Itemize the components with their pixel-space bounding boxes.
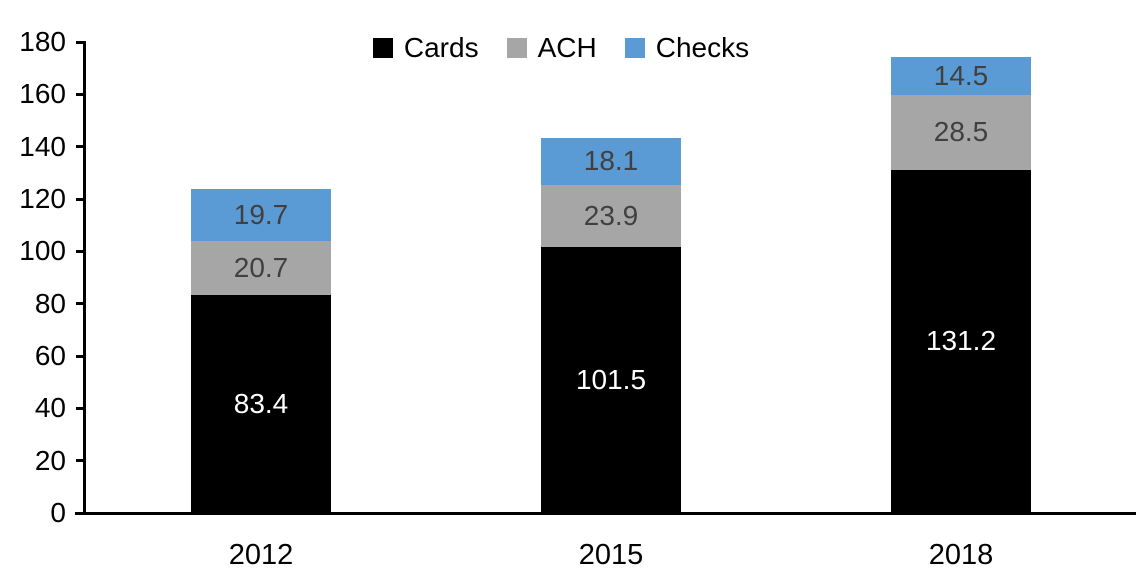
y-axis-tick <box>76 92 86 96</box>
bar-value-label: 19.7 <box>233 198 289 230</box>
y-axis-tick-label: 100 <box>19 235 66 267</box>
bar-segment-cards-2012: 83.4 <box>191 294 331 513</box>
y-axis-tick <box>76 197 86 201</box>
y-axis-tick <box>76 145 86 149</box>
y-axis-tick-label: 140 <box>19 130 66 162</box>
y-axis-tick-label: 20 <box>34 444 66 476</box>
bar-value-label: 23.9 <box>583 200 639 232</box>
y-axis-tick <box>76 249 86 253</box>
legend-swatch-ach <box>506 38 527 58</box>
bar-value-label: 28.5 <box>933 116 989 148</box>
bar-segment-ach-2015: 23.9 <box>541 184 681 248</box>
bar-segment-checks-2018: 14.5 <box>891 57 1031 96</box>
bar-segment-cards-2018: 131.2 <box>891 169 1031 513</box>
bar-value-label: 14.5 <box>933 60 989 92</box>
y-axis-line <box>83 42 86 513</box>
legend-label: ACH <box>537 32 597 63</box>
bar-value-label: 18.1 <box>583 145 639 177</box>
legend-item-ach: ACH <box>506 32 597 63</box>
bar-value-label: 20.7 <box>233 251 289 283</box>
x-axis-label: 2018 <box>928 539 994 571</box>
y-axis-tick <box>76 354 86 358</box>
y-axis-tick-label: 180 <box>19 26 66 57</box>
bar-segment-checks-2012: 19.7 <box>191 189 331 241</box>
bar-segment-checks-2015: 18.1 <box>541 137 681 185</box>
y-axis-tick-label: 120 <box>19 183 66 214</box>
bar-value-label: 101.5 <box>575 364 647 396</box>
y-axis-tick-label: 40 <box>34 392 66 424</box>
legend-item-checks: Checks <box>624 32 750 63</box>
bar-segment-ach-2012: 20.7 <box>191 240 331 295</box>
y-axis-tick-label: 60 <box>34 340 66 371</box>
legend-swatch-checks <box>624 38 645 58</box>
x-axis-line <box>75 511 1136 515</box>
bar-segment-cards-2015: 101.5 <box>541 247 681 513</box>
y-axis-tick <box>76 40 86 44</box>
y-axis-tick-label: 0 <box>50 497 66 528</box>
legend-item-cards: Cards <box>372 32 479 63</box>
legend-swatch-cards <box>372 38 393 58</box>
y-axis-tick <box>76 459 86 463</box>
y-axis-tick <box>76 406 86 410</box>
bar-value-label: 83.4 <box>233 387 289 419</box>
bar-value-label: 131.2 <box>925 325 997 357</box>
legend-label: Checks <box>655 32 750 63</box>
bar-segment-ach-2018: 28.5 <box>891 95 1031 170</box>
legend-label: Cards <box>403 32 479 63</box>
y-axis-tick-label: 80 <box>34 287 66 319</box>
x-axis-label: 2015 <box>578 539 644 571</box>
y-axis-tick <box>76 302 86 306</box>
chart-legend: Cards ACH Checks <box>0 32 1122 64</box>
x-axis-label: 2012 <box>228 539 294 571</box>
y-axis-tick-label: 160 <box>19 78 66 110</box>
